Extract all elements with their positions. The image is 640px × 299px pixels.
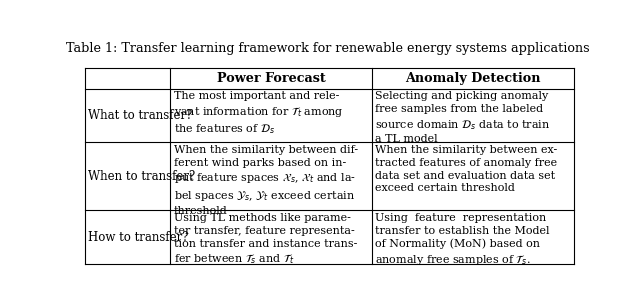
Text: When to transfer?: When to transfer? bbox=[88, 170, 196, 183]
Text: What to transfer?: What to transfer? bbox=[88, 109, 193, 122]
Text: Selecting and picking anomaly
free samples from the labeled
source domain $\math: Selecting and picking anomaly free sampl… bbox=[376, 91, 551, 144]
Text: Table 1: Transfer learning framework for renewable energy systems applications: Table 1: Transfer learning framework for… bbox=[66, 42, 590, 55]
Text: Power Forecast: Power Forecast bbox=[217, 72, 326, 85]
Text: Using TL methods like parame-
ter transfer, feature representa-
tion transfer an: Using TL methods like parame- ter transf… bbox=[174, 213, 357, 266]
Text: When the similarity between dif-
ferent wind parks based on in-
put feature spac: When the similarity between dif- ferent … bbox=[174, 145, 358, 216]
Text: The most important and rele-
vant information for $\mathcal{T}_t$ among
the feat: The most important and rele- vant inform… bbox=[174, 91, 344, 136]
Text: Anomaly Detection: Anomaly Detection bbox=[405, 72, 541, 85]
Text: When the similarity between ex-
tracted features of anomaly free
data set and ev: When the similarity between ex- tracted … bbox=[376, 145, 557, 193]
Text: How to transfer?: How to transfer? bbox=[88, 231, 189, 244]
Text: Using  feature  representation
transfer to establish the Model
of Normality (MoN: Using feature representation transfer to… bbox=[376, 213, 550, 267]
